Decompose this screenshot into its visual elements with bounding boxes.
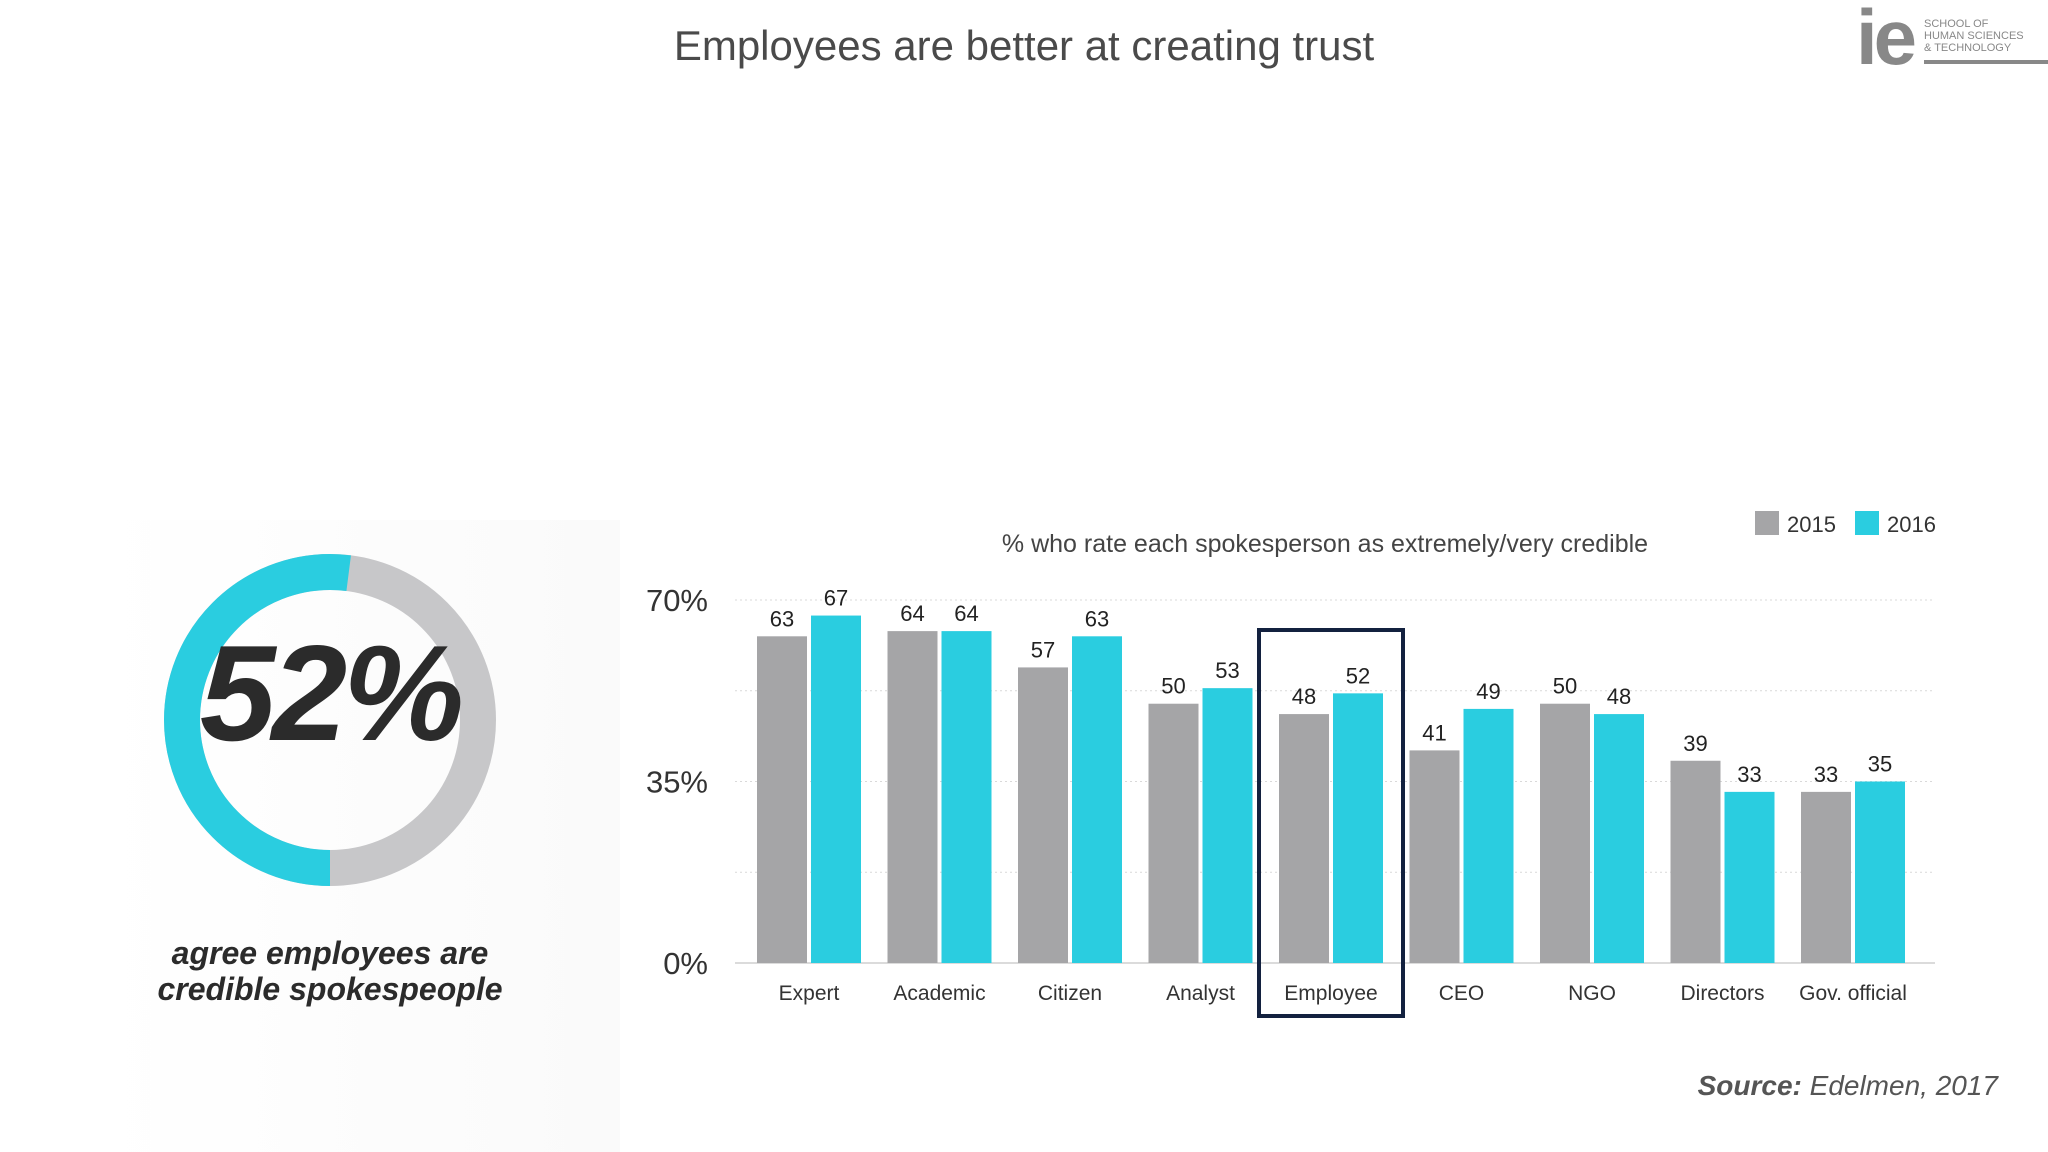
x-tick-label: Employee bbox=[1284, 982, 1377, 1005]
bar bbox=[1801, 791, 1851, 963]
bar bbox=[941, 631, 992, 963]
data-label: 33 bbox=[1814, 762, 1838, 787]
data-label: 64 bbox=[900, 601, 924, 626]
data-label: 41 bbox=[1422, 720, 1446, 745]
x-tick-label: Academic bbox=[893, 982, 985, 1005]
source-text: Edelmen, 2017 bbox=[1809, 1070, 1998, 1101]
data-label: 48 bbox=[1292, 684, 1316, 709]
source-label: Source: bbox=[1697, 1070, 1802, 1101]
x-tick-label: Analyst bbox=[1166, 982, 1235, 1005]
data-label: 57 bbox=[1031, 637, 1055, 662]
source-note: Source: Edelmen, 2017 bbox=[1698, 1070, 1998, 1102]
data-label: 63 bbox=[770, 606, 794, 631]
donut-caption: agree employees are credible spokespeopl… bbox=[157, 935, 503, 1007]
bar bbox=[811, 615, 861, 963]
x-tick-label: Citizen bbox=[1038, 982, 1102, 1005]
bar bbox=[1670, 760, 1721, 963]
data-label: 49 bbox=[1476, 679, 1500, 704]
data-label: 50 bbox=[1161, 674, 1185, 699]
legend-swatch bbox=[1755, 511, 1779, 535]
bar-chart: 70% 35% 0% % who rate each spokesperson as … bbox=[646, 511, 1936, 1018]
data-label: 35 bbox=[1868, 752, 1892, 777]
bar bbox=[757, 636, 807, 963]
bar bbox=[1409, 750, 1460, 963]
y-tick-label: 35% bbox=[646, 765, 708, 800]
legend-label: 2016 bbox=[1887, 512, 1936, 537]
data-label: 48 bbox=[1607, 684, 1631, 709]
legend-label: 2015 bbox=[1787, 512, 1836, 537]
page-title: Employees are better at creating trust bbox=[673, 22, 1375, 69]
bar bbox=[887, 631, 938, 963]
y-tick-label: 70% bbox=[646, 583, 708, 618]
logo-line: HUMAN SCIENCES bbox=[1924, 30, 2024, 42]
data-label: 33 bbox=[1737, 762, 1761, 787]
bar bbox=[1202, 688, 1253, 963]
bar bbox=[1333, 693, 1383, 963]
data-label: 63 bbox=[1085, 606, 1109, 631]
bar bbox=[1855, 781, 1905, 963]
chart-subtitle: % who rate each spokesperson as extremel… bbox=[1002, 530, 1648, 558]
logo-line: SCHOOL OF bbox=[1924, 18, 1989, 30]
data-label: 53 bbox=[1215, 658, 1239, 683]
logo-text: SCHOOL OF HUMAN SCIENCES & TECHNOLOGY bbox=[1924, 18, 2048, 54]
data-label: 39 bbox=[1683, 731, 1707, 756]
data-label: 50 bbox=[1553, 674, 1577, 699]
x-tick-label: Directors bbox=[1680, 982, 1764, 1005]
bar bbox=[1018, 667, 1068, 963]
x-tick-label: NGO bbox=[1568, 982, 1616, 1005]
logo-rule bbox=[1924, 60, 2048, 64]
donut-chart bbox=[164, 554, 496, 886]
bar bbox=[1594, 714, 1644, 963]
donut-value: 52% bbox=[199, 617, 464, 769]
bar bbox=[1072, 636, 1122, 963]
bar bbox=[1279, 714, 1329, 963]
data-label: 67 bbox=[824, 586, 848, 611]
x-tick-label: Gov. official bbox=[1799, 982, 1907, 1005]
logo-mark: ie bbox=[1856, 0, 1917, 81]
x-tick-label: Expert bbox=[779, 982, 840, 1005]
legend-swatch bbox=[1855, 511, 1879, 535]
y-tick-label: 0% bbox=[663, 946, 708, 981]
bar bbox=[1724, 791, 1775, 963]
data-label: 52 bbox=[1346, 663, 1370, 688]
ie-logo: ie SCHOOL OF HUMAN SCIENCES & TECHNOLOGY bbox=[1856, 0, 2048, 81]
bar bbox=[1540, 703, 1590, 963]
bar bbox=[1148, 703, 1199, 963]
donut-fill bbox=[164, 554, 496, 886]
x-tick-label: CEO bbox=[1439, 982, 1485, 1005]
data-label: 64 bbox=[954, 601, 978, 626]
left-panel-background bbox=[100, 520, 620, 1152]
logo-line: & TECHNOLOGY bbox=[1924, 42, 2012, 54]
bar bbox=[1463, 708, 1514, 963]
highlight-box bbox=[1257, 628, 1405, 1018]
